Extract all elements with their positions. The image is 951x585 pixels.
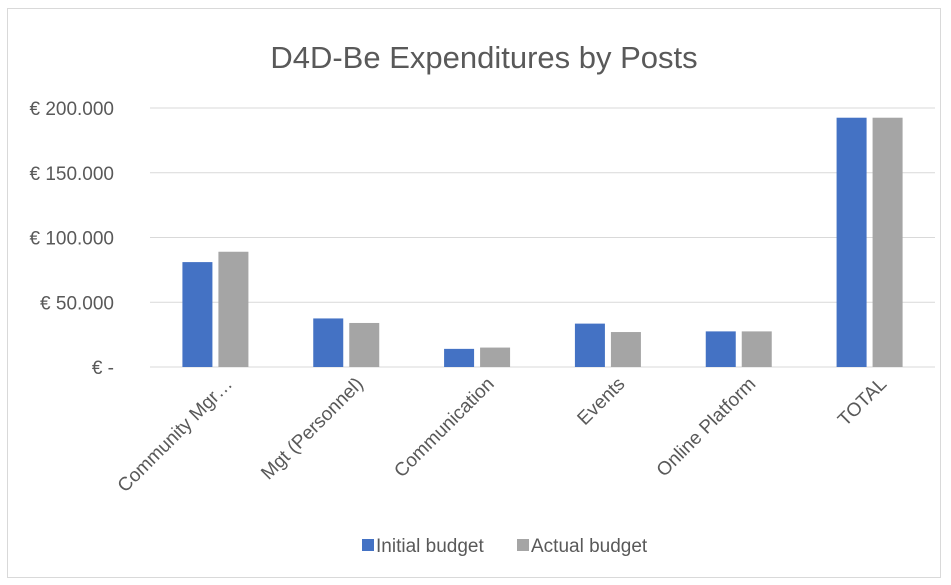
x-tick-label: Communication xyxy=(390,374,498,482)
bar-initial xyxy=(705,331,736,367)
chart-title: D4D-Be Expenditures by Posts xyxy=(270,40,697,75)
legend-label: Actual budget xyxy=(531,536,648,557)
bar-actual xyxy=(610,332,641,367)
bar-actual xyxy=(872,117,903,368)
bar-initial xyxy=(444,348,475,367)
chart-frame xyxy=(7,8,941,578)
x-tick-label: Mgt (Personnel) xyxy=(257,374,367,484)
legend-swatch xyxy=(362,539,374,551)
y-tick-label: € - xyxy=(92,358,114,379)
y-axis-ticks: € - € 50.000 € 100.000 € 150.000 € 200.000 xyxy=(29,99,114,379)
bar-actual xyxy=(480,347,511,367)
bar-initial xyxy=(574,323,605,367)
x-axis-labels: Community Mgr… Mgt (Personnel) Communicati… xyxy=(114,374,891,497)
legend: Initial budget Actual budget xyxy=(362,536,648,557)
y-tick-label: € 200.000 xyxy=(29,99,114,120)
bar-initial xyxy=(182,262,213,367)
bar-actual xyxy=(349,322,380,367)
bars xyxy=(182,117,903,368)
bar-initial xyxy=(836,117,867,368)
x-tick-label: TOTAL xyxy=(834,374,891,431)
bar-actual xyxy=(218,251,249,367)
x-tick-label: Community Mgr… xyxy=(114,374,237,497)
y-tick-label: € 100.000 xyxy=(29,229,114,250)
legend-label: Initial budget xyxy=(376,536,484,557)
y-tick-label: € 50.000 xyxy=(40,293,114,314)
bar-initial xyxy=(313,318,344,367)
y-tick-label: € 150.000 xyxy=(29,164,114,185)
grid-layer xyxy=(150,107,935,368)
x-tick-label: Online Platform xyxy=(653,374,760,481)
bar-actual xyxy=(741,331,772,367)
x-tick-label: Events xyxy=(574,374,630,430)
legend-swatch xyxy=(517,539,529,551)
